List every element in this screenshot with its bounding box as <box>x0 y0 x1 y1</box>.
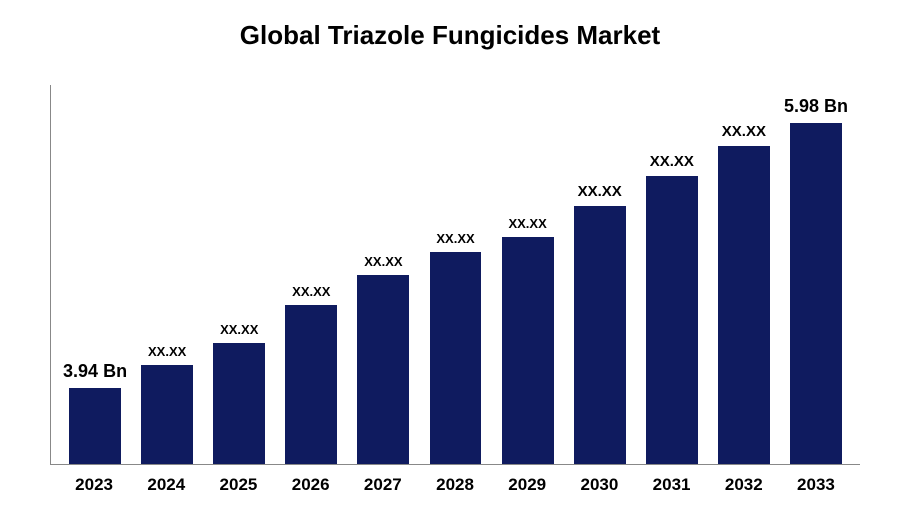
bar <box>430 252 482 464</box>
bar-value-label: XX.XX <box>650 153 694 170</box>
bar-value-label: XX.XX <box>292 284 330 299</box>
x-axis-label: 2026 <box>275 475 347 495</box>
bar <box>213 343 265 464</box>
chart-plot-area: 3.94 Bn XX.XX XX.XX XX.XX XX.XX XX.XX XX.XX XX.… <box>50 85 860 465</box>
bar-group: XX.XX <box>492 85 564 464</box>
bar-group: XX.XX <box>275 85 347 464</box>
bar <box>141 365 193 464</box>
x-axis-label: 2025 <box>202 475 274 495</box>
chart-title: Global Triazole Fungicides Market <box>0 0 900 51</box>
bar-value-label: XX.XX <box>148 344 186 359</box>
bar-group: XX.XX <box>347 85 419 464</box>
bar-value-label: 3.94 Bn <box>63 361 127 382</box>
bar-value-label: XX.XX <box>364 254 402 269</box>
x-axis-label: 2024 <box>130 475 202 495</box>
bar <box>69 388 121 464</box>
x-axis-label: 2033 <box>780 475 852 495</box>
x-axis-label: 2029 <box>491 475 563 495</box>
bar-group: XX.XX <box>419 85 491 464</box>
bar <box>790 123 842 464</box>
x-axis-label: 2027 <box>347 475 419 495</box>
bar <box>285 305 337 464</box>
bar <box>718 146 770 464</box>
bar-group: XX.XX <box>131 85 203 464</box>
bar-group: XX.XX <box>708 85 780 464</box>
bar-group: XX.XX <box>636 85 708 464</box>
bar-group: XX.XX <box>203 85 275 464</box>
bar <box>646 176 698 464</box>
x-axis-label: 2031 <box>636 475 708 495</box>
x-axis-label: 2023 <box>58 475 130 495</box>
bar-value-label: 5.98 Bn <box>784 96 848 117</box>
bars-container: 3.94 Bn XX.XX XX.XX XX.XX XX.XX XX.XX XX.XX XX.… <box>51 85 860 464</box>
bar <box>357 275 409 465</box>
x-axis-label: 2030 <box>563 475 635 495</box>
bar-value-label: XX.XX <box>578 183 622 200</box>
bar-value-label: XX.XX <box>722 123 766 140</box>
bar-value-label: XX.XX <box>436 231 474 246</box>
x-axis-label: 2028 <box>419 475 491 495</box>
bar <box>502 237 554 464</box>
x-axis-label: 2032 <box>708 475 780 495</box>
bar <box>574 206 626 464</box>
bar-group: 5.98 Bn <box>780 85 852 464</box>
x-axis: 2023202420252026202720282029203020312032… <box>50 475 860 495</box>
bar-value-label: XX.XX <box>220 322 258 337</box>
bar-group: XX.XX <box>564 85 636 464</box>
bar-group: 3.94 Bn <box>59 85 131 464</box>
bar-value-label: XX.XX <box>508 216 546 231</box>
